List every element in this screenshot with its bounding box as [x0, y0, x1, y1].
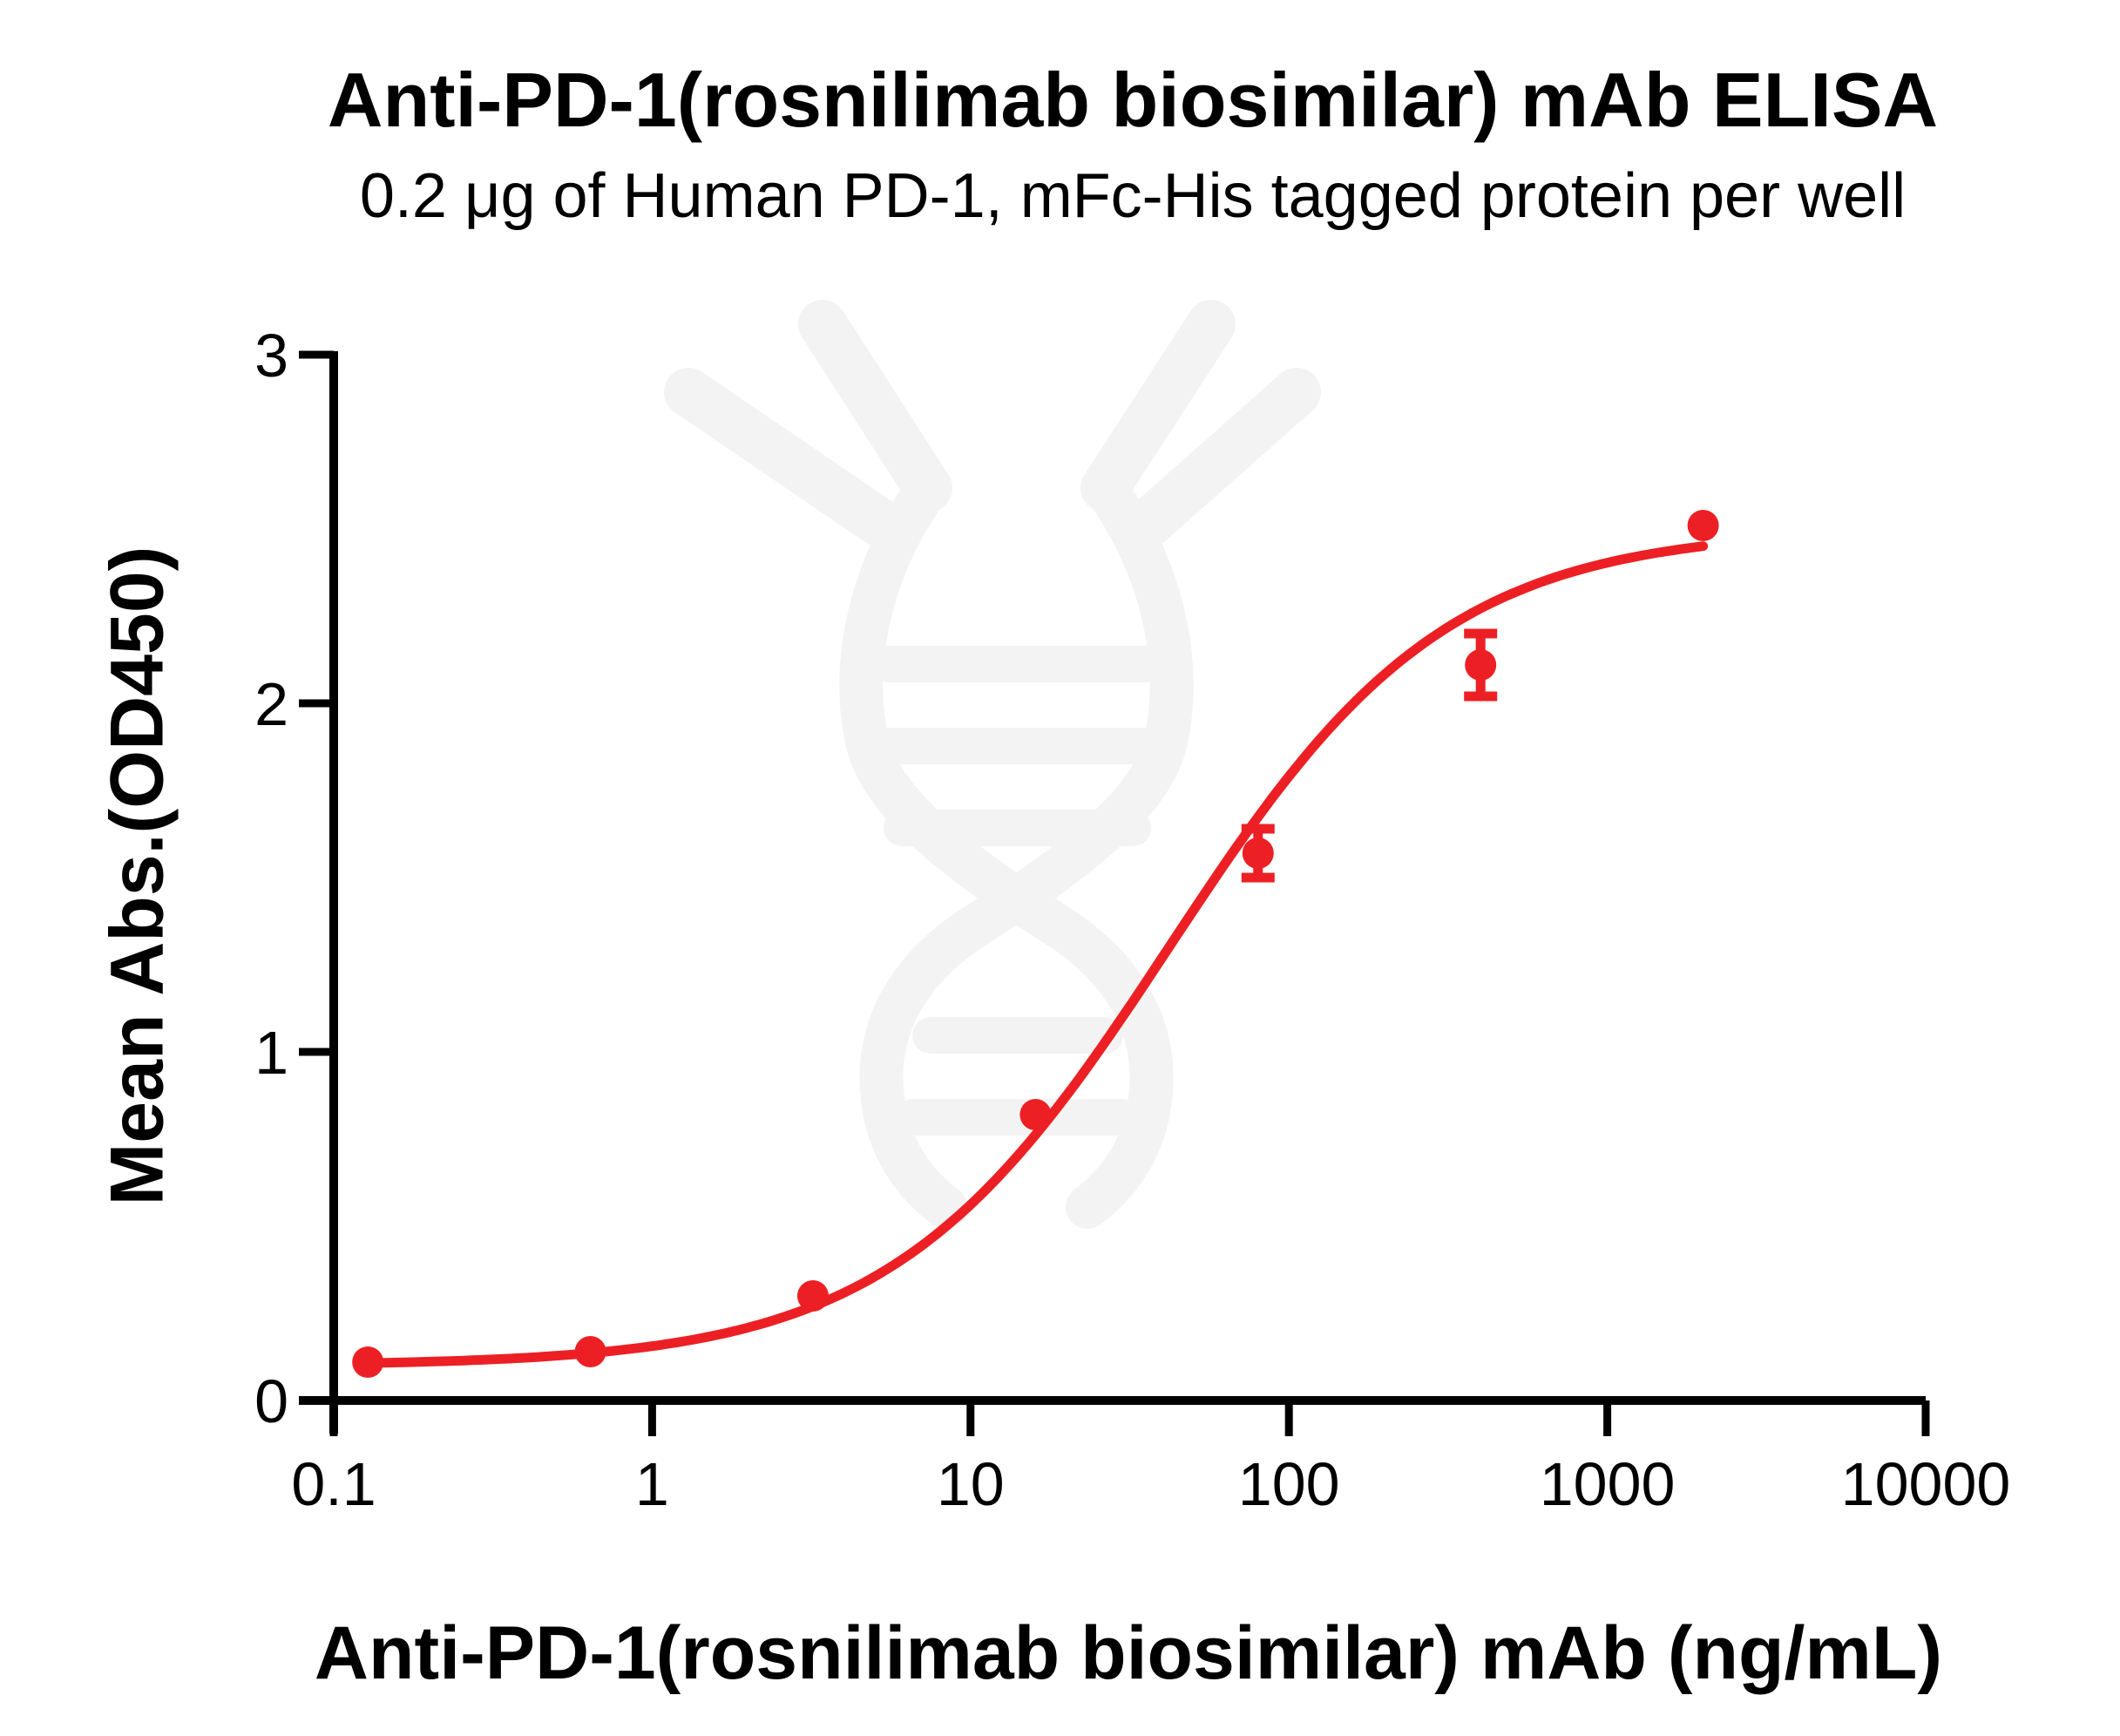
x-axis-title: Anti-PD-1(rosnilimab biosimilar) mAb (ng… [314, 1611, 1943, 1695]
x-tick-label: 0.1 [291, 1450, 376, 1518]
chart-subtitle: 0.2 μg of Human PD-1, mFc-His tagged pro… [359, 161, 1907, 231]
data-point-marker [352, 1346, 384, 1378]
chart-title: Anti-PD-1(rosnilimab biosimilar) mAb ELI… [327, 57, 1939, 143]
data-point-marker [796, 1280, 829, 1312]
data-point-marker [1687, 510, 1719, 541]
y-tick-label: 2 [254, 670, 288, 738]
y-tick-label: 3 [254, 322, 288, 390]
x-tick-label: 1000 [1540, 1450, 1676, 1518]
x-tick-label: 10000 [1841, 1450, 2011, 1518]
y-tick-label: 0 [254, 1367, 288, 1435]
data-point-marker [1019, 1099, 1052, 1130]
data-point-marker [1242, 837, 1274, 869]
data-point-marker [574, 1336, 606, 1367]
watermark-dna-antibody-logo [664, 300, 1321, 1229]
x-tick-label: 1 [635, 1450, 669, 1518]
y-axis-title: Mean Abs.(OD450) [95, 546, 179, 1206]
x-tick-label: 10 [937, 1450, 1005, 1518]
data-point-marker [1465, 649, 1497, 681]
axes-group: 0.1 1 10 100 1000 10000 0 1 2 3 [254, 322, 2010, 1518]
y-tick-label: 1 [254, 1019, 288, 1087]
x-tick-label: 100 [1238, 1450, 1340, 1518]
data-points-group [352, 510, 1719, 1378]
